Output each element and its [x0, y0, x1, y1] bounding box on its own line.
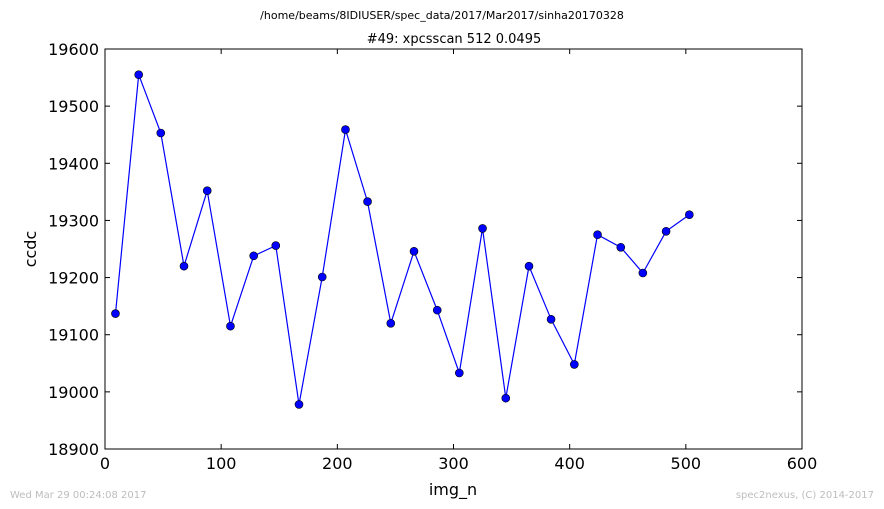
y-tick-label: 19600 — [48, 40, 99, 59]
data-point — [593, 230, 602, 240]
data-point — [661, 226, 671, 236]
data-point — [432, 305, 442, 315]
x-axis-label: img_n — [429, 480, 477, 500]
y-tick-label: 19400 — [48, 154, 99, 173]
data-point — [524, 261, 534, 271]
data-point — [546, 314, 556, 324]
y-tick-label: 19100 — [48, 326, 99, 345]
footer-credit: spec2nexus, (C) 2014-2017 — [735, 490, 874, 501]
y-axis: 18900 19000 19100 19200 19300 19400 19500 19600 — [48, 40, 802, 459]
data-point — [202, 186, 212, 196]
data-point — [179, 261, 189, 271]
data-point — [685, 210, 694, 220]
chart-title: #49: xpcsscan 512 0.0495 — [367, 32, 542, 47]
y-tick-label: 19300 — [48, 211, 99, 230]
plot-area — [104, 48, 803, 450]
data-point — [317, 272, 327, 282]
data-point — [638, 268, 648, 278]
data-point — [455, 368, 464, 378]
x-tick-label: 100 — [206, 454, 237, 473]
y-axis-label: ccdc — [21, 231, 40, 268]
x-tick-label: 500 — [671, 454, 702, 473]
data-point — [363, 197, 372, 206]
data-point — [478, 224, 487, 233]
data-point — [226, 321, 235, 331]
x-tick-label: 300 — [438, 454, 469, 473]
data-point — [134, 70, 143, 80]
y-tick-label: 18900 — [48, 440, 99, 459]
x-tick-label: 0 — [100, 454, 110, 473]
data-point — [249, 251, 258, 261]
data-point — [294, 400, 304, 409]
series-ccdc — [111, 70, 694, 409]
x-tick-label: 200 — [322, 454, 353, 473]
x-tick-label: 600 — [787, 454, 818, 473]
series-line — [114, 74, 690, 405]
file-path-header: /home/beams/8IDIUSER/spec_data/2017/Mar2… — [260, 9, 624, 22]
x-tick-label: 400 — [554, 454, 585, 473]
y-tick-label: 19000 — [48, 383, 99, 402]
data-point — [341, 125, 350, 134]
x-axis: 0 100 200 300 400 500 600 — [100, 49, 817, 473]
data-point — [111, 309, 120, 318]
data-point — [271, 241, 281, 250]
data-point — [409, 246, 419, 256]
data-point — [156, 128, 166, 138]
data-point — [570, 360, 579, 369]
footer-timestamp: Wed Mar 29 00:24:08 2017 — [10, 490, 147, 501]
data-point — [386, 318, 396, 328]
data-point — [501, 393, 511, 403]
y-tick-label: 19200 — [48, 269, 99, 288]
data-point — [616, 242, 626, 252]
y-tick-label: 19500 — [48, 97, 99, 116]
